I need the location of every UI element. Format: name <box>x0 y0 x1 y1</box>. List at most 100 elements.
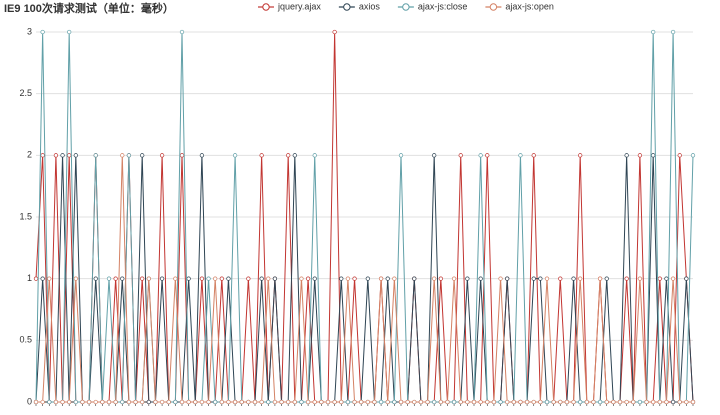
point <box>690 153 696 158</box>
y-tick-label: 1 <box>27 273 32 283</box>
point <box>246 399 251 405</box>
point <box>558 399 563 405</box>
point <box>544 276 550 281</box>
point <box>372 399 377 405</box>
point <box>670 399 676 405</box>
point <box>179 399 185 405</box>
point <box>312 399 317 405</box>
point <box>578 399 583 405</box>
point <box>531 399 536 405</box>
point <box>538 399 543 405</box>
point <box>584 399 589 405</box>
point <box>558 276 563 281</box>
point <box>385 276 390 281</box>
point <box>47 276 52 281</box>
point <box>299 399 304 405</box>
point <box>684 276 689 281</box>
point <box>378 276 384 281</box>
point <box>332 29 337 35</box>
point <box>159 153 165 158</box>
y-tick-label: 2.5 <box>19 88 32 98</box>
point <box>478 153 483 158</box>
point <box>73 399 78 405</box>
point <box>40 153 45 158</box>
point <box>305 399 311 405</box>
point <box>684 399 689 405</box>
point <box>93 399 98 405</box>
point <box>544 399 550 405</box>
point <box>418 399 424 405</box>
point <box>690 399 696 405</box>
point <box>651 153 656 158</box>
point <box>159 276 165 281</box>
point <box>458 153 463 158</box>
point <box>146 399 151 405</box>
legend-item: ajax-js:open <box>485 1 554 11</box>
point <box>505 399 510 405</box>
point <box>67 399 72 405</box>
point <box>578 276 583 281</box>
point <box>259 276 264 281</box>
series-line <box>36 155 693 403</box>
point <box>193 399 198 405</box>
point <box>246 276 251 281</box>
point <box>40 29 45 35</box>
point <box>173 399 178 405</box>
point <box>106 276 112 281</box>
point <box>405 399 410 405</box>
point <box>292 153 297 158</box>
point <box>272 276 278 281</box>
legend-symbol <box>262 3 270 11</box>
point <box>617 399 623 405</box>
point <box>292 399 297 405</box>
point <box>179 153 185 158</box>
point <box>213 276 218 281</box>
point <box>33 276 39 281</box>
point <box>392 276 397 281</box>
point <box>120 276 125 281</box>
point <box>637 399 643 405</box>
point <box>485 399 490 405</box>
point <box>478 399 483 405</box>
point <box>239 399 244 405</box>
point <box>179 29 185 35</box>
point <box>597 276 603 281</box>
point <box>345 276 351 281</box>
point <box>670 276 676 281</box>
point <box>611 399 616 405</box>
point <box>345 399 351 405</box>
point <box>551 399 556 405</box>
point <box>140 399 145 405</box>
point <box>591 399 596 405</box>
point <box>213 399 218 405</box>
point <box>173 276 178 281</box>
point <box>140 276 145 281</box>
point <box>40 399 45 405</box>
point <box>199 399 205 405</box>
point <box>352 276 357 281</box>
point <box>518 153 523 158</box>
point <box>624 153 629 158</box>
point <box>339 276 344 281</box>
point <box>325 399 331 405</box>
point <box>531 153 536 158</box>
point <box>505 276 510 281</box>
point <box>518 399 523 405</box>
y-tick-label: 0 <box>27 396 32 406</box>
legend-symbol <box>402 3 410 11</box>
point <box>159 399 165 405</box>
point <box>67 153 72 158</box>
point <box>93 153 98 158</box>
legend-label: jquery.ajax <box>277 1 321 11</box>
point <box>252 399 258 405</box>
point <box>80 399 85 405</box>
point <box>140 153 145 158</box>
point <box>498 276 503 281</box>
point <box>498 399 503 405</box>
point <box>299 276 304 281</box>
point <box>113 399 118 405</box>
point <box>378 399 384 405</box>
point <box>604 276 609 281</box>
point <box>465 276 470 281</box>
point <box>259 399 264 405</box>
